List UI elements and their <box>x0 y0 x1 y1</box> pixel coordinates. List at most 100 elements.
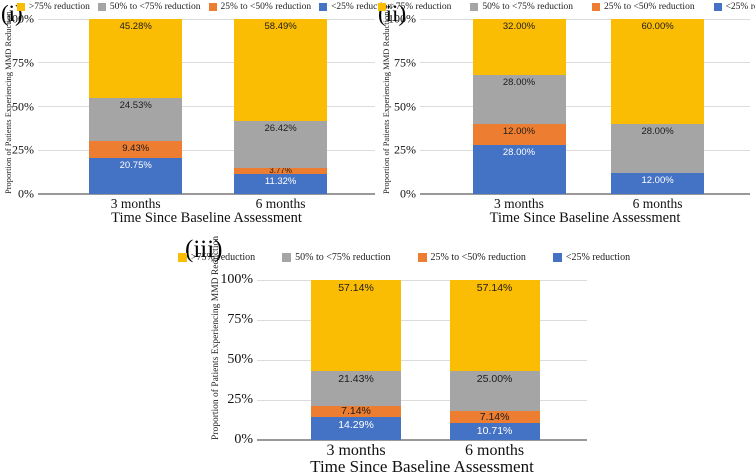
segment-label: 28.00% <box>502 147 536 158</box>
stacked-bar: 20.75% 9.43% 24.53% 45.28% <box>89 19 183 194</box>
legend-label: 50% to <75% reduction <box>109 2 201 12</box>
segment-label: 32.00% <box>502 21 536 32</box>
segment-label: 57.14% <box>476 282 513 295</box>
gridline <box>257 279 587 281</box>
legend-item: <25% reduction <box>319 2 392 12</box>
gridline <box>257 319 587 321</box>
legend-swatch-orange <box>417 253 427 262</box>
x-category-label: 3 months <box>326 442 386 459</box>
legend-label: 25% to <50% reduction <box>430 252 526 263</box>
stacked-bar: 14.29% 7.14% 21.43% 57.14% <box>311 280 401 440</box>
segment-label: 60.00% <box>641 21 674 32</box>
bar-segment: 12.00% <box>611 173 705 194</box>
bar-segment: 20.75% <box>89 157 183 194</box>
x-axis-line <box>38 193 375 195</box>
segment-label: 28.00% <box>502 77 536 88</box>
stacked-bar: 12.00% 28.00% 60.00% <box>611 19 705 194</box>
legend-label: >75% reduction <box>390 2 452 12</box>
legend-item: 50% to <75% reduction <box>282 252 391 263</box>
x-axis-line <box>420 193 750 195</box>
bar-segment: 7.14% <box>311 405 401 418</box>
legend-label: <25% reduction <box>565 252 631 263</box>
y-tick-label: 0% <box>400 186 416 201</box>
segment-label: 9.43% <box>122 143 150 155</box>
plot-area: 100% 75% 50% 25% 0% 20.75% 9.43% 24.53% 45.28% 11… <box>6 12 375 201</box>
segment-label: 7.14% <box>341 405 371 418</box>
y-tick-label: 50% <box>394 99 416 113</box>
segment-label: 3.77% <box>269 165 292 175</box>
bar-segment: 60.00% <box>611 19 705 124</box>
bar-segment: 11.32% <box>234 174 328 194</box>
y-tick-label: 25% <box>12 142 34 157</box>
x-category-label: 3 months <box>494 196 544 211</box>
legend-item: 25% to <50% reduction <box>417 252 526 263</box>
segment-label: 26.42% <box>264 123 297 135</box>
legend: >75% reduction 50% to <75% reduction 25% t… <box>16 2 392 12</box>
gridline <box>257 359 587 361</box>
legend-label: 25% to <50% reduction <box>604 2 695 12</box>
segment-label: 21.43% <box>338 373 374 386</box>
x-category-label: 3 months <box>110 196 161 211</box>
y-tick-label: 25% <box>394 142 416 157</box>
bar-segment: 14.29% <box>311 417 401 440</box>
x-category-label: 6 months <box>255 196 306 211</box>
y-tick-label: 100% <box>220 272 253 287</box>
y-tick-label: 75% <box>394 55 416 70</box>
bar-segment: 57.14% <box>311 280 401 372</box>
legend-swatch-orange <box>208 3 217 11</box>
plot-area: 100% 75% 50% 25% 0% 28.00% 12.00% 28.00% 32.00% 1… <box>388 12 750 201</box>
legend-label: 25% to <50% reduction <box>220 2 312 12</box>
y-tick-label: 50% <box>227 352 253 367</box>
segment-label: 11.32% <box>264 176 297 188</box>
stacked-bar: 28.00% 12.00% 28.00% 32.00% <box>472 19 566 194</box>
bar-segment: 25.00% <box>449 371 540 412</box>
stacked-bar: 10.71% 7.14% 25.00% 57.14% <box>449 280 540 440</box>
legend-item: 25% to <50% reduction <box>208 2 312 12</box>
bar-segment: 28.00% <box>611 124 705 173</box>
segment-label: 12.00% <box>502 126 536 137</box>
legend-label: <25% reduction <box>725 2 755 12</box>
legend-swatch-gray <box>470 3 479 11</box>
bar-segment: 3.77% <box>234 165 328 175</box>
gridline <box>420 149 750 151</box>
stacked-bar: 11.32% 3.77% 26.42% 58.49% <box>234 19 328 194</box>
gridline <box>38 18 375 20</box>
chart-panel-ii: (ii) >75% reduction 50% to <75% reduction 2… <box>378 0 755 232</box>
legend-item: <25% reduction <box>713 2 755 12</box>
x-category-label: 6 months <box>465 442 525 459</box>
legend-swatch-orange <box>592 3 600 11</box>
chart-panel-i: (i) >75% reduction 50% to <75% reduction 25… <box>0 0 392 232</box>
y-axis-title: Proportion of Patients Experiencing MMD … <box>381 11 391 195</box>
bar-segment: 58.49% <box>234 19 328 122</box>
x-axis-title: Time Since Baseline Assessment <box>111 210 302 226</box>
bar-segment: 26.42% <box>234 121 328 168</box>
gridline <box>38 149 375 151</box>
legend-item: >75% reduction <box>378 2 451 12</box>
bar-segment: 32.00% <box>472 19 566 75</box>
legend-item: 25% to <50% reduction <box>592 2 695 12</box>
segment-label: 12.00% <box>641 175 674 186</box>
segment-label: 24.53% <box>119 100 152 112</box>
bar-segment: 12.00% <box>472 124 566 145</box>
bar-segment: 9.43% <box>89 141 183 158</box>
x-category-label: 6 months <box>632 196 683 211</box>
legend: >75% reduction 50% to <75% reduction 25% t… <box>177 252 630 263</box>
y-tick-label: 100% <box>388 11 416 26</box>
legend-label: 50% to <75% reduction <box>295 252 391 263</box>
legend: >75% reduction 50% to <75% reduction 25% t… <box>378 2 755 12</box>
segment-label: 58.49% <box>264 21 297 33</box>
gridline <box>257 399 587 401</box>
y-tick-label: 75% <box>227 312 253 327</box>
bar-segment: 45.28% <box>89 19 183 99</box>
legend-label: >75% reduction <box>28 2 90 12</box>
legend-label: >75% reduction <box>190 252 256 263</box>
plot-area: 100% 75% 50% 25% 0% 14.29% 7.14% 21.43% 57.14% 10… <box>220 272 587 447</box>
segment-label: 7.14% <box>479 410 510 423</box>
bar-segment: 28.00% <box>472 75 566 124</box>
segment-label: 10.71% <box>476 424 513 437</box>
legend-swatch-blue <box>552 253 562 262</box>
y-tick-label: 25% <box>227 392 253 407</box>
bar-segment: 57.14% <box>449 280 540 372</box>
bar-segment: 28.00% <box>472 145 566 194</box>
